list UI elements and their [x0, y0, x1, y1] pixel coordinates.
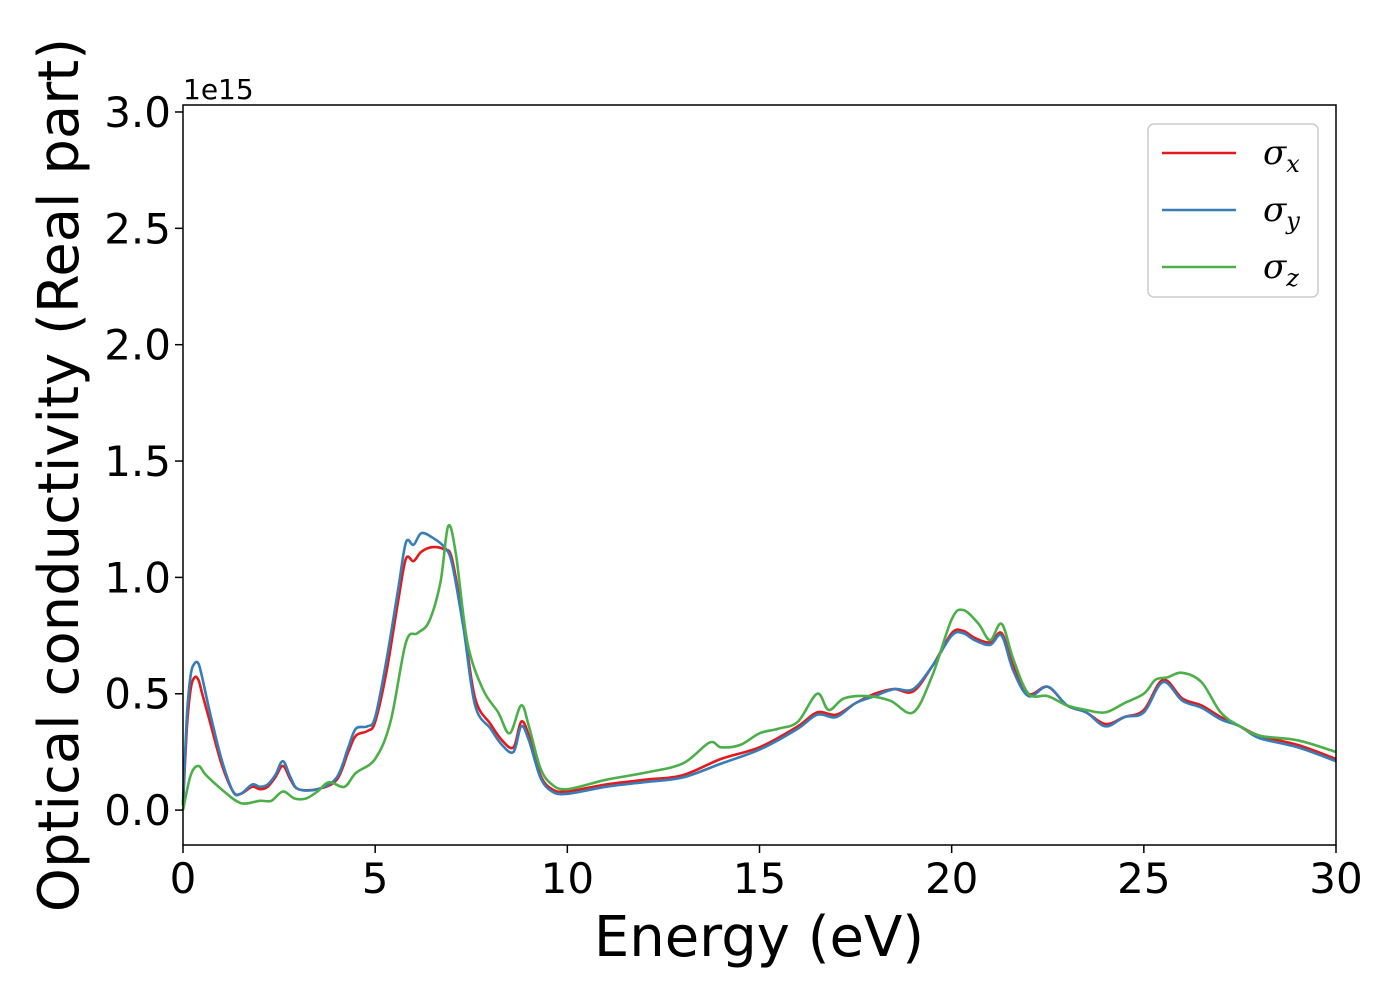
series-layer [181, 523, 1337, 811]
x-tick-label: 10 [541, 854, 594, 903]
x-tick-label: 30 [1309, 854, 1362, 903]
legend-label-x: σx [1263, 133, 1300, 178]
y-offset-label: 1e15 [183, 73, 254, 106]
x-axis: 0 5 10 15 20 25 30 [170, 845, 1363, 903]
y-tick-label: 1.5 [104, 437, 171, 486]
y-tick-label: 0.5 [104, 670, 171, 719]
y-tick-label: 3.0 [104, 88, 171, 137]
x-tick-label: 20 [925, 854, 978, 903]
x-axis-label: Energy (eV) [594, 905, 924, 970]
y-tick-label: 2.5 [104, 204, 171, 253]
x-tick-label: 0 [170, 854, 197, 903]
series-line-x [181, 545, 1337, 806]
legend-label-y: σy [1263, 190, 1300, 235]
series-line-y [181, 531, 1337, 804]
x-tick-label: 15 [733, 854, 786, 903]
x-tick-label: 5 [362, 854, 389, 903]
legend-label-z: σz [1263, 247, 1299, 292]
y-tick-label: 0.0 [104, 786, 171, 835]
y-axis: 0.0 0.5 1.0 1.5 2.0 2.5 3.0 [104, 88, 183, 835]
y-axis-label: Optical conductivity (Real part) [27, 38, 92, 912]
series-line-z [181, 523, 1337, 811]
legend: σx σy σz [1147, 123, 1319, 298]
y-tick-label: 1.0 [104, 553, 171, 602]
x-tick-label: 25 [1117, 854, 1170, 903]
y-tick-label: 2.0 [104, 321, 171, 370]
